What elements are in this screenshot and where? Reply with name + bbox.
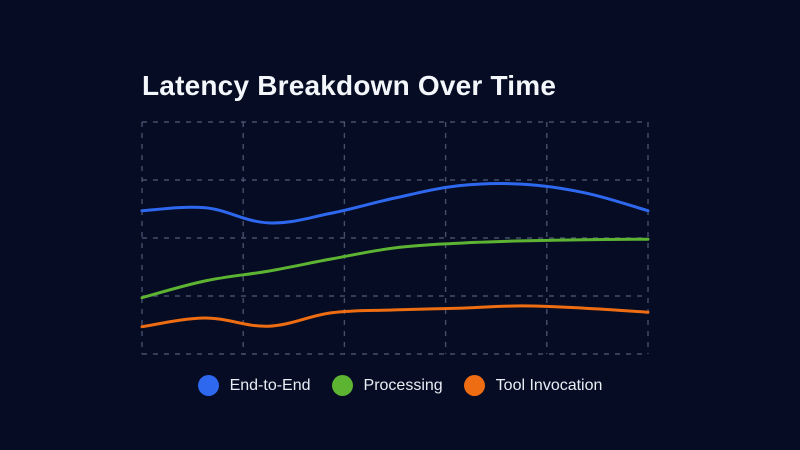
legend-label-end-to-end: End-to-End bbox=[229, 376, 311, 394]
chart-legend: End-to-End Processing Tool Invocation bbox=[0, 375, 800, 396]
legend-label-tool-invocation: Tool Invocation bbox=[495, 376, 603, 394]
tool-invocation-series-dot-icon bbox=[463, 375, 485, 396]
legend-item-tool-invocation[interactable]: Tool Invocation bbox=[463, 375, 603, 396]
series-line-tool-invocation bbox=[140, 304, 650, 329]
processing-series-dot-icon bbox=[331, 375, 353, 396]
legend-item-processing[interactable]: Processing bbox=[331, 375, 443, 396]
legend-item-end-to-end[interactable]: End-to-End bbox=[197, 375, 311, 396]
chart-title: Latency Breakdown Over Time bbox=[142, 70, 557, 101]
end-to-end-series-dot-icon bbox=[197, 375, 219, 396]
line-chart-canvas bbox=[140, 121, 650, 355]
series-line-processing bbox=[140, 237, 650, 300]
legend-label-processing: Processing bbox=[363, 376, 443, 394]
latency-line-chart bbox=[140, 121, 650, 355]
series-line-end-to-end bbox=[140, 181, 650, 225]
